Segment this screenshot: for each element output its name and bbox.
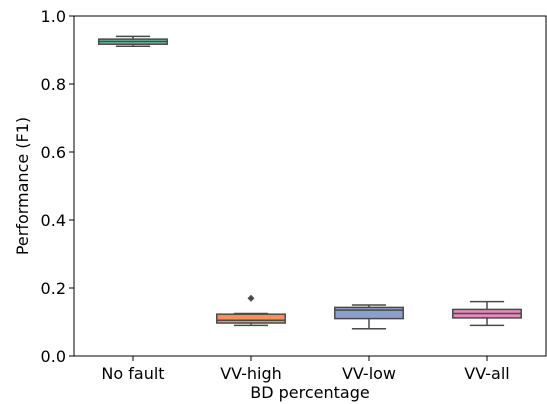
x-tick-label: No fault [101, 364, 164, 383]
x-tick-label: VV-high [220, 364, 282, 383]
y-tick-label: 0.8 [41, 75, 66, 94]
x-tick-label: VV-all [464, 364, 509, 383]
box-group [334, 304, 404, 330]
y-axis: 0.0 0.2 0.4 0.6 0.8 1.0 [41, 7, 74, 366]
box-group [452, 300, 522, 327]
box-group [216, 294, 286, 327]
y-tick-label: 0.6 [41, 143, 66, 162]
y-tick-label: 0.2 [41, 279, 66, 298]
box-iqr [334, 306, 404, 320]
outlier-point [247, 294, 255, 302]
x-axis-label: BD percentage [250, 383, 369, 402]
x-axis: No fault VV-high VV-low VV-all [101, 356, 510, 383]
y-tick-label: 1.0 [41, 7, 66, 26]
y-tick-label: 0.0 [41, 347, 66, 366]
y-axis-label: Performance (F1) [13, 117, 32, 255]
axes-frame [73, 15, 547, 357]
box-iqr [216, 313, 286, 324]
box-group [98, 35, 168, 48]
y-tick-label: 0.4 [41, 211, 66, 230]
x-tick-label: VV-low [342, 364, 396, 383]
plot-area [98, 35, 522, 330]
